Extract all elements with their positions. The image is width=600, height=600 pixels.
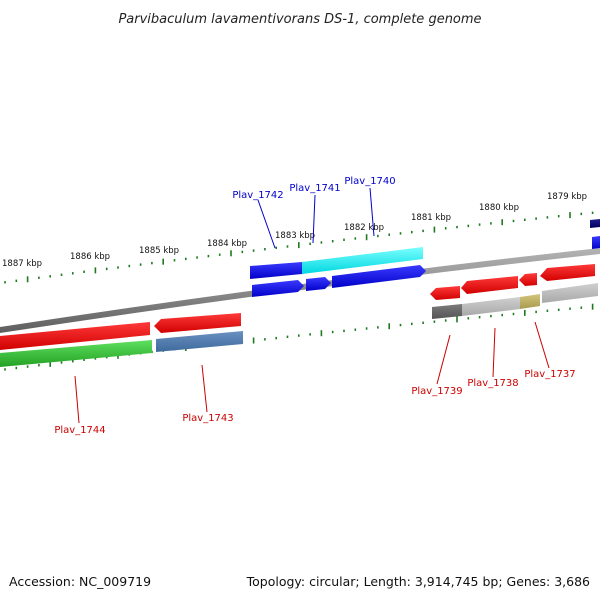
leader-plav-1742 bbox=[257, 199, 276, 249]
gene-label-plav-1740[interactable]: Plav_1740 bbox=[344, 176, 395, 187]
gene-plav-1741-lower-arrow[interactable] bbox=[306, 277, 331, 291]
topology-text: Topology: circular; Length: 3,914,745 bp… bbox=[246, 574, 590, 589]
scale-label-1885: 1885 kbp bbox=[139, 246, 179, 256]
leader-plav-1739 bbox=[436, 334, 451, 385]
leader-plav-1743 bbox=[201, 364, 208, 413]
scale-label-1886: 1886 kbp bbox=[70, 252, 110, 262]
gene-fragment-right-top[interactable] bbox=[590, 219, 600, 228]
genome-backbone bbox=[0, 248, 600, 333]
gene-plav-1743-bar[interactable] bbox=[156, 331, 243, 352]
gene-plav-1739-bar[interactable] bbox=[432, 304, 462, 319]
gene-labels: Plav_1742 Plav_1741 Plav_1740 Plav_1739 … bbox=[54, 176, 575, 436]
gene-label-plav-1741[interactable]: Plav_1741 bbox=[289, 183, 340, 194]
leader-plav-1740 bbox=[369, 187, 375, 237]
leader-plav-1738 bbox=[492, 327, 496, 378]
gene-fragment-right-bottom[interactable] bbox=[592, 236, 600, 249]
gene-label-plav-1744[interactable]: Plav_1744 bbox=[54, 425, 105, 436]
gene-plav-1737-arrow[interactable] bbox=[519, 273, 537, 286]
gene-label-plav-1742[interactable]: Plav_1742 bbox=[232, 190, 283, 201]
gene-plav-1738-bar[interactable] bbox=[462, 297, 520, 316]
gene-plav-1740-arrow[interactable] bbox=[332, 265, 426, 288]
gene-plav-1736-arrow[interactable] bbox=[540, 264, 595, 281]
gene-plav-1742-lower-arrow[interactable] bbox=[252, 280, 304, 297]
genome-title: Parvibaculum lavamentivorans DS-1, compl… bbox=[118, 12, 481, 27]
scale-label-1884: 1884 kbp bbox=[207, 239, 247, 249]
scale-label-1882: 1882 kbp bbox=[344, 223, 384, 233]
gene-plav-1737-bar[interactable] bbox=[520, 294, 540, 309]
scale-label-1881: 1881 kbp bbox=[411, 213, 451, 223]
gene-label-plav-1739[interactable]: Plav_1739 bbox=[411, 386, 462, 397]
gene-label-plav-1738[interactable]: Plav_1738 bbox=[467, 378, 518, 389]
forward-strand-genes bbox=[250, 219, 600, 297]
gene-plav-1744-bar[interactable] bbox=[0, 340, 152, 367]
gene-plav-1736-bar[interactable] bbox=[542, 283, 598, 303]
gene-label-plav-1737[interactable]: Plav_1737 bbox=[524, 369, 575, 380]
reverse-strand-genes-left bbox=[0, 313, 243, 367]
scale-label-1880: 1880 kbp bbox=[479, 203, 519, 213]
upper-scale-ticks bbox=[4, 211, 594, 284]
scale-label-1883: 1883 kbp bbox=[275, 231, 315, 241]
scale-label-1887: 1887 kbp bbox=[2, 259, 42, 269]
leader-plav-1737 bbox=[534, 321, 550, 369]
leader-plav-1741 bbox=[312, 194, 316, 244]
gene-plav-1742-arrow[interactable] bbox=[250, 262, 302, 279]
leader-plav-1744 bbox=[74, 375, 80, 424]
gene-plav-1739-arrow[interactable] bbox=[430, 286, 460, 300]
accession-text: Accession: NC_009719 bbox=[9, 574, 151, 589]
gene-plav-1738-arrow[interactable] bbox=[461, 276, 518, 294]
scale-label-1879: 1879 kbp bbox=[547, 192, 587, 202]
reverse-strand-genes-right bbox=[430, 264, 598, 319]
label-leader-lines bbox=[74, 187, 550, 424]
scale-labels: 1887 kbp 1886 kbp 1885 kbp 1884 kbp 1883… bbox=[2, 192, 587, 269]
gene-plav-1743-arrow[interactable] bbox=[154, 313, 241, 333]
gene-plav-1741-arrow[interactable] bbox=[302, 247, 423, 274]
gene-plav-1744-arrow[interactable] bbox=[0, 322, 150, 350]
gene-label-plav-1743[interactable]: Plav_1743 bbox=[182, 413, 233, 424]
